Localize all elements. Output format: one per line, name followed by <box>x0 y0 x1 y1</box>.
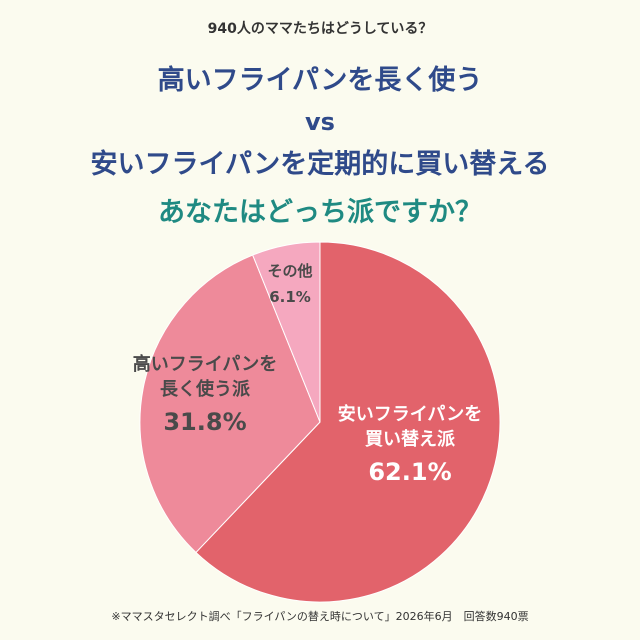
slice-use-long-label-line-2: 長く使う派 <box>160 379 251 400</box>
slice-use-long-value-label: 31.8% <box>163 408 246 436</box>
slice-buy-cheap-label-line-1: 安いフライパンを <box>338 403 483 425</box>
slice-use-long <box>139 254 321 554</box>
slice-buy-cheap-value-label: 62.1% <box>368 458 451 486</box>
slice-other <box>252 241 321 423</box>
slice-buy-cheap <box>195 241 501 603</box>
slice-buy-cheap-label-line-2: 買い替え派 <box>365 428 456 450</box>
source-footnote: ※ママスタセレクト調べ「フライパンの替え時について」2026年6月 回答数940… <box>111 610 529 623</box>
survey-subtitle: 940人のママたちはどうしている？ <box>207 21 433 37</box>
title-line-2: 安いフライパンを定期的に買い替える <box>90 149 550 180</box>
slice-use-long-label-line-1: 高いフライパンを <box>133 353 278 375</box>
slice-other-label-line-1: その他 <box>267 262 312 280</box>
title-line-1: 高いフライパンを長く使う <box>157 65 483 96</box>
title-vs: vs <box>305 108 335 136</box>
title-question: あなたはどっち派ですか？ <box>158 197 482 228</box>
slice-other-value-label: 6.1% <box>269 288 311 306</box>
